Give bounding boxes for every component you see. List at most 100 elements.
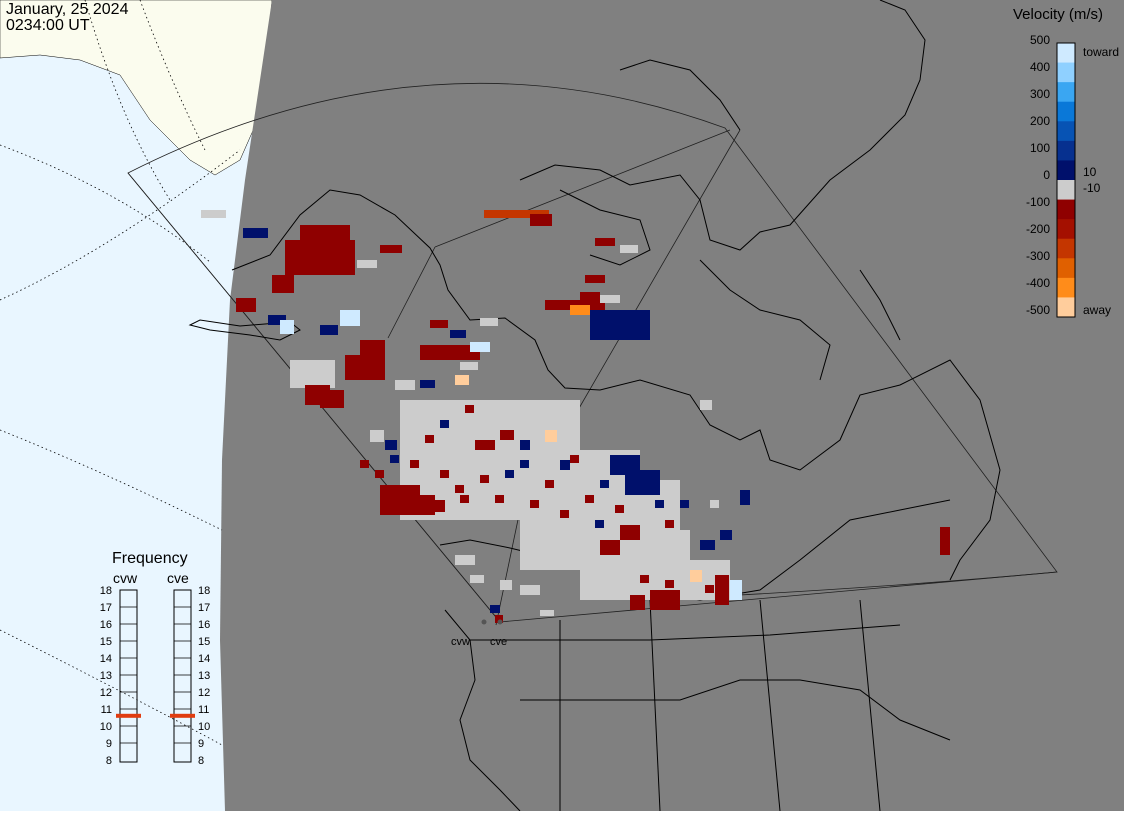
date-label: January, 25 2024: [6, 1, 129, 18]
velocity-cell: [530, 500, 539, 508]
velocity-cell: [480, 318, 498, 326]
velocity-cell: [420, 345, 480, 360]
velocity-cell: [370, 430, 384, 442]
velocity-cell: [720, 530, 732, 540]
frequency-marker: [170, 713, 195, 718]
velocity-cell: [357, 260, 377, 268]
velocity-cell: [500, 430, 514, 440]
frequency-tick: 14: [198, 653, 210, 665]
velocity-tick: 300: [1029, 87, 1050, 101]
velocity-cell: [360, 340, 385, 360]
frequency-tick: 18: [100, 585, 112, 597]
colorbar-band: [1057, 140, 1075, 161]
velocity-tick: 0: [1043, 168, 1050, 182]
velocity-cell: [570, 305, 590, 315]
velocity-cell: [620, 525, 640, 540]
frequency-tick: 15: [198, 636, 210, 648]
velocity-cell: [290, 360, 335, 388]
frequency-panel: 18 18 17 17 16 16 15 15 14 14 13 13 12 12 11 11 10 10 9 9 8 8: [100, 585, 211, 767]
velocity-cell: [484, 210, 549, 218]
velocity-cell: [620, 245, 638, 253]
velocity-cell: [610, 455, 640, 475]
velocity-cell: [560, 460, 570, 470]
colorbar-band: [1057, 43, 1075, 64]
frequency-tick: 17: [198, 602, 210, 614]
velocity-cell: [580, 292, 600, 300]
colorbar-band: [1057, 238, 1075, 259]
colorbar-band: [1057, 82, 1075, 103]
frequency-tick: 11: [198, 704, 209, 716]
velocity-cell: [272, 275, 294, 293]
velocity-cell: [285, 240, 355, 275]
time-label: 0234:00 UT: [6, 17, 90, 34]
velocity-cell: [320, 325, 338, 335]
velocity-cell: [585, 275, 605, 283]
velocity-cell: [730, 580, 742, 600]
velocity-cell: [395, 380, 415, 390]
colorbar-band: [1057, 219, 1075, 240]
velocity-cell: [740, 490, 750, 505]
velocity-tick: 500: [1029, 33, 1050, 47]
velocity-cell: [360, 460, 369, 468]
velocity-tick: 200: [1029, 114, 1050, 128]
velocity-tick: 100: [1029, 141, 1050, 155]
velocity-cell: [243, 228, 268, 238]
velocity-inner-tick: 10: [1083, 165, 1097, 179]
colorbar-band: [1057, 101, 1075, 122]
velocity-cell: [630, 595, 645, 610]
frequency-marker: [116, 713, 141, 718]
velocity-cell: [470, 575, 484, 583]
velocity-cell: [690, 570, 702, 582]
velocity-cell: [300, 225, 350, 245]
frequency-tick: 12: [100, 687, 112, 699]
velocity-cell: [410, 460, 419, 468]
velocity-inner-tick: -10: [1083, 181, 1101, 195]
velocity-cell: [640, 575, 649, 583]
radar-site-label: cvw: [451, 636, 470, 648]
velocity-cell: [420, 380, 435, 388]
velocity-cell: [520, 440, 530, 450]
velocity-cell: [405, 505, 414, 513]
frequency-gauge: [119, 589, 138, 763]
away-label: away: [1083, 303, 1112, 317]
velocity-cell: [650, 590, 680, 610]
frequency-radar-label: cve: [167, 570, 189, 586]
velocity-cell: [470, 342, 490, 352]
velocity-cell: [655, 500, 664, 508]
colorbar-band: [1057, 160, 1075, 181]
colorbar-band: [1057, 121, 1075, 142]
radar-site-marker: [481, 619, 487, 625]
frequency-tick: 8: [198, 755, 204, 767]
frequency-tick: 9: [106, 738, 112, 750]
velocity-cell: [490, 605, 500, 613]
frequency-tick: 17: [100, 602, 112, 614]
velocity-cell: [320, 390, 344, 408]
velocity-cell: [430, 320, 448, 328]
velocity-cell: [340, 310, 360, 326]
frequency-tick: 13: [198, 670, 210, 682]
radar-site-marker: [497, 619, 503, 625]
velocity-cell: [600, 480, 609, 488]
velocity-cell: [440, 420, 449, 428]
frequency-tick: 16: [198, 619, 210, 631]
velocity-colorbar: [1056, 42, 1076, 318]
velocity-cell: [595, 238, 615, 246]
radar-site-label: cve: [490, 636, 508, 648]
frequency-radar-label: cvw: [113, 570, 138, 586]
velocity-cell: [705, 585, 714, 593]
velocity-cell: [425, 435, 434, 443]
velocity-cell: [595, 520, 604, 528]
velocity-cell: [500, 580, 512, 590]
frequency-tick: 13: [100, 670, 112, 682]
velocity-cell: [600, 540, 620, 555]
velocity-cell: [545, 480, 554, 488]
velocity-cell: [450, 330, 466, 338]
velocity-cell: [460, 495, 469, 503]
velocity-cell: [236, 298, 256, 312]
velocity-cell: [570, 455, 579, 463]
frequency-tick: 12: [198, 687, 210, 699]
velocity-cell: [495, 615, 503, 623]
colorbar-band: [1057, 199, 1075, 220]
frequency-tick: 14: [100, 653, 112, 665]
